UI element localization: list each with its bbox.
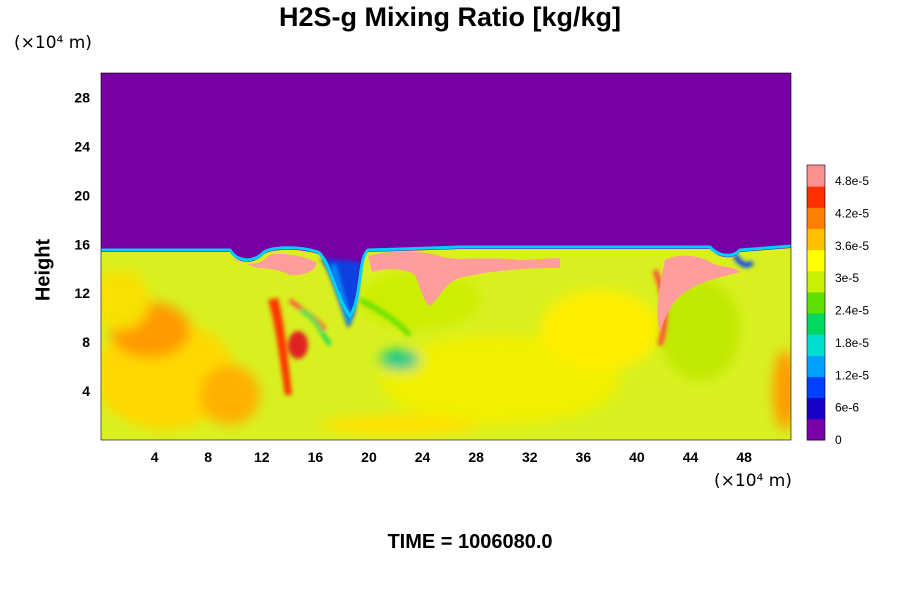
colorbar: 0 6e-6 1.2e-5 1.8e-5 2.4e-5 3e-5 3.6e-5 4.2e-5 4… [806, 164, 869, 447]
colorbar-frame [806, 164, 826, 441]
x-tick-label: 20 [361, 449, 377, 465]
x-tick-label: 12 [254, 449, 270, 465]
y-tick-label: 4 [82, 383, 90, 399]
y-tick-label: 16 [74, 236, 90, 252]
colorbar-tick-label: 6e-6 [835, 401, 859, 415]
colorbar-swatch [807, 291, 825, 314]
colorbar-swatch [807, 418, 825, 441]
y-tick-label: 12 [74, 285, 90, 301]
x-tick-label: 16 [308, 449, 324, 465]
colorbar-tick-label: 4.8e-5 [835, 174, 869, 188]
colorbar-swatch [807, 334, 825, 356]
colorbar-swatch [807, 228, 825, 251]
colorbar-swatch [807, 165, 825, 187]
colorbar-tick-label: 2.4e-5 [835, 304, 869, 318]
x-tick-label: 4 [151, 449, 159, 465]
colorbar-swatch [807, 270, 825, 293]
x-tick-label: 44 [683, 449, 699, 465]
colorbar-swatch [807, 355, 825, 378]
colorbar-tick-label: 3.6e-5 [835, 239, 869, 253]
x-tick-label: 28 [468, 449, 484, 465]
colorbar-swatch [807, 249, 825, 272]
colorbar-swatch [807, 376, 825, 399]
x-tick-label: 24 [415, 449, 431, 465]
colorbar-tick-label: 0 [835, 433, 842, 447]
x-tick-label: 8 [204, 449, 212, 465]
y-tick-label: 28 [74, 89, 90, 105]
colorbar-swatch [807, 186, 825, 208]
colorbar-tick-label: 1.2e-5 [835, 368, 869, 382]
x-tick-label: 36 [576, 449, 592, 465]
x-axis-unit: (×10⁴ m) [714, 471, 792, 491]
x-tick-label: 40 [629, 449, 645, 465]
y-ticks: 4 8 12 16 20 24 28 [74, 89, 90, 399]
y-axis-unit: (×10⁴ m) [14, 33, 92, 53]
y-tick-label: 24 [74, 138, 90, 154]
colorbar-swatch [807, 313, 825, 335]
y-tick-label: 20 [74, 187, 90, 203]
x-tick-label: 48 [736, 449, 752, 465]
colorbar-tick-label: 4.2e-5 [835, 207, 869, 221]
colorbar-tick-label: 1.8e-5 [835, 336, 869, 350]
heatmap-field [101, 73, 791, 440]
x-tick-label: 32 [522, 449, 538, 465]
y-tick-label: 8 [82, 334, 90, 350]
colorbar-swatch [807, 207, 825, 229]
chart-title: H2S-g Mixing Ratio [kg/kg] [278, 2, 621, 32]
colorbar-tick-label: 3e-5 [835, 271, 859, 285]
plot-frame [100, 72, 792, 441]
colorbar-swatch [807, 397, 825, 420]
x-ticks: 4 8 12 16 20 24 28 32 36 40 44 48 [151, 449, 752, 465]
time-label: TIME = 1006080.0 [387, 531, 553, 553]
